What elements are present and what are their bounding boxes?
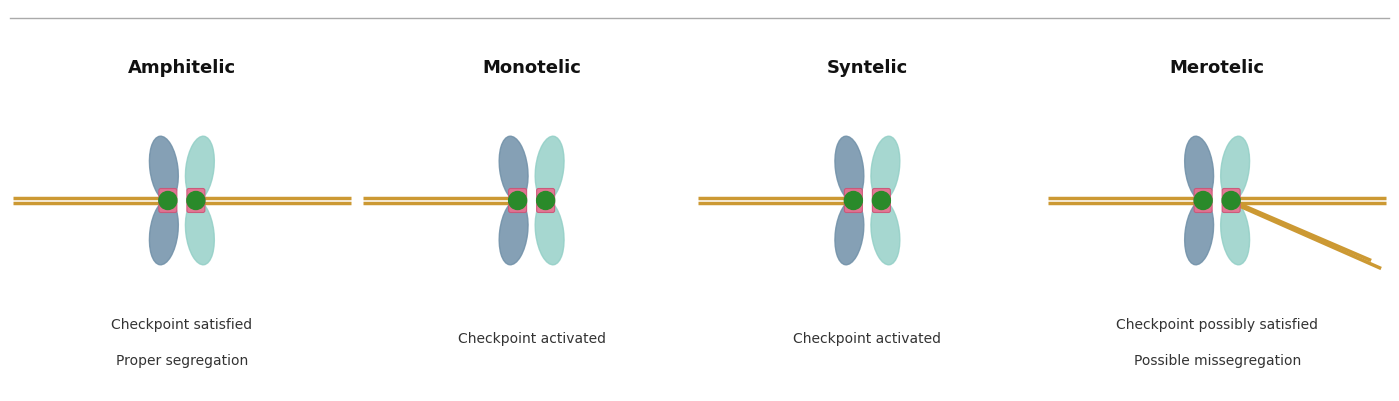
FancyBboxPatch shape xyxy=(1195,188,1212,213)
Ellipse shape xyxy=(186,136,214,201)
FancyBboxPatch shape xyxy=(873,188,890,213)
Ellipse shape xyxy=(1185,136,1213,201)
Circle shape xyxy=(159,192,176,209)
Ellipse shape xyxy=(150,200,178,265)
Circle shape xyxy=(187,192,204,209)
Text: Syntelic: Syntelic xyxy=(827,59,908,77)
Ellipse shape xyxy=(835,200,863,265)
Ellipse shape xyxy=(835,136,863,201)
FancyBboxPatch shape xyxy=(1223,188,1240,213)
Circle shape xyxy=(1223,192,1240,209)
Text: Checkpoint possibly satisfied: Checkpoint possibly satisfied xyxy=(1116,318,1318,332)
FancyBboxPatch shape xyxy=(537,188,554,213)
Circle shape xyxy=(537,192,554,209)
Text: Possible missegregation: Possible missegregation xyxy=(1133,354,1301,368)
Ellipse shape xyxy=(536,200,564,265)
Ellipse shape xyxy=(1221,136,1249,201)
Ellipse shape xyxy=(499,200,527,265)
Text: Merotelic: Merotelic xyxy=(1170,59,1265,77)
FancyBboxPatch shape xyxy=(159,188,176,213)
Ellipse shape xyxy=(499,136,527,201)
Circle shape xyxy=(1195,192,1212,209)
Text: Checkpoint activated: Checkpoint activated xyxy=(793,332,942,346)
Ellipse shape xyxy=(872,200,900,265)
Ellipse shape xyxy=(536,136,564,201)
Text: Checkpoint activated: Checkpoint activated xyxy=(457,332,606,346)
Ellipse shape xyxy=(872,136,900,201)
FancyBboxPatch shape xyxy=(845,188,862,213)
Ellipse shape xyxy=(186,200,214,265)
FancyBboxPatch shape xyxy=(509,188,526,213)
Circle shape xyxy=(845,192,862,209)
Text: Checkpoint satisfied: Checkpoint satisfied xyxy=(112,318,252,332)
Text: Amphitelic: Amphitelic xyxy=(127,59,236,77)
FancyBboxPatch shape xyxy=(187,188,204,213)
Text: Proper segregation: Proper segregation xyxy=(116,354,248,368)
Circle shape xyxy=(873,192,890,209)
Ellipse shape xyxy=(1221,200,1249,265)
Ellipse shape xyxy=(1185,200,1213,265)
Circle shape xyxy=(509,192,526,209)
Ellipse shape xyxy=(150,136,178,201)
Text: Monotelic: Monotelic xyxy=(483,59,581,77)
